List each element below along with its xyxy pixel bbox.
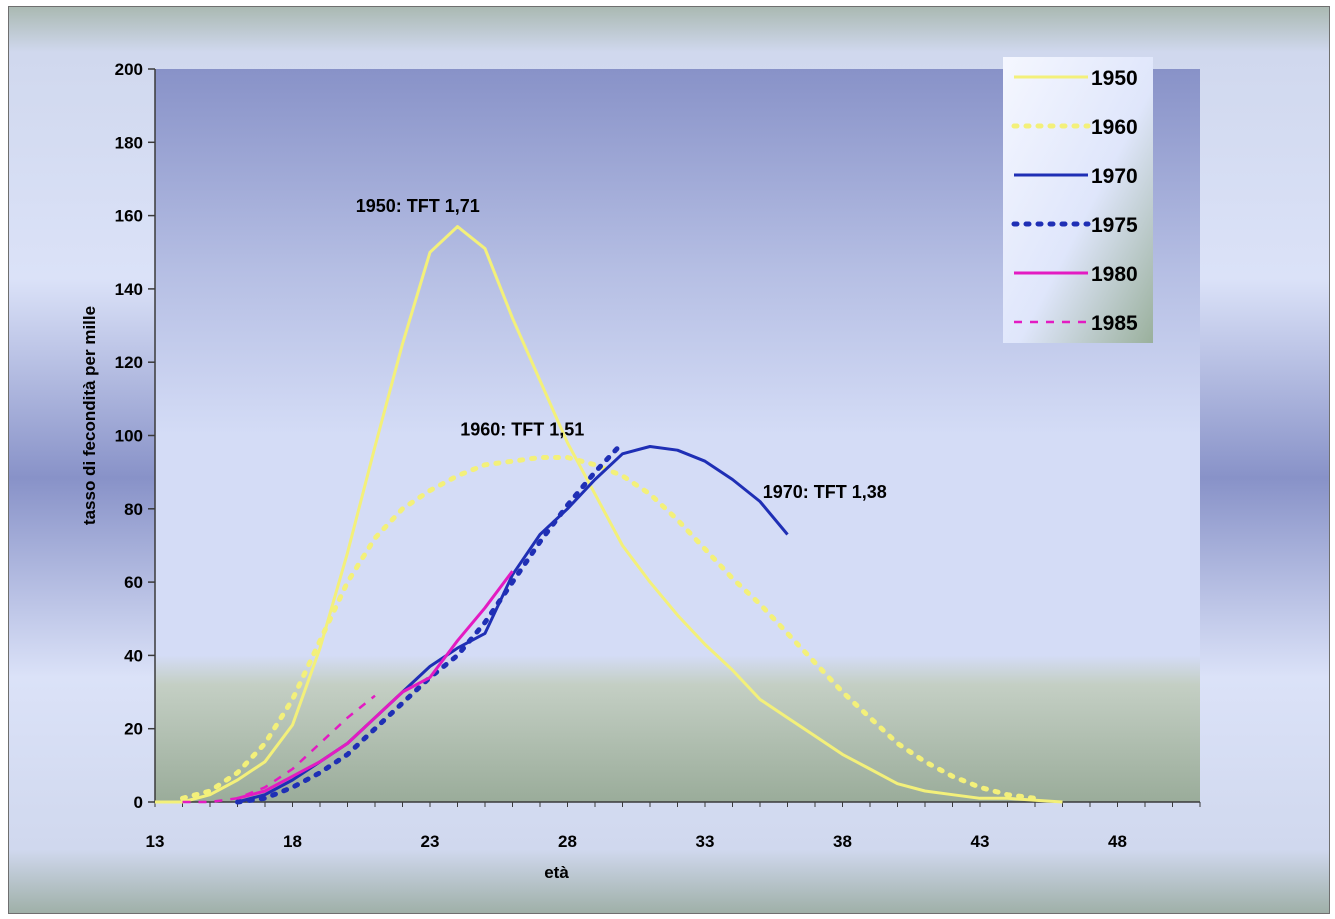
legend: 1950 1960 1970 1975 1980 1985 bbox=[1003, 57, 1153, 343]
y-tick-label: 0 bbox=[134, 793, 143, 812]
series-line-1960 bbox=[180, 455, 1038, 801]
annotations: 1950: TFT 1,71 1960: TFT 1,51 1970: TFT 1,… bbox=[356, 196, 887, 502]
x-tick-label: 23 bbox=[421, 832, 440, 851]
y-tick-label: 40 bbox=[124, 646, 143, 665]
y-axis-title: tasso di fecondità per mille bbox=[80, 306, 99, 525]
x-tick-label: 43 bbox=[971, 832, 990, 851]
x-axis-title: età bbox=[544, 863, 569, 882]
legend-label: 1970 bbox=[1091, 165, 1138, 188]
y-tick-label: 140 bbox=[115, 280, 143, 299]
y-tick-label: 200 bbox=[115, 60, 143, 79]
annotation-label: 1950: TFT 1,71 bbox=[356, 196, 480, 216]
annotation-label: 1960: TFT 1,51 bbox=[460, 420, 584, 440]
y-tick-label: 100 bbox=[115, 427, 143, 446]
legend-label: 1975 bbox=[1091, 214, 1138, 237]
y-tick-label: 160 bbox=[115, 207, 143, 226]
series-line-1985 bbox=[182, 694, 376, 804]
x-tick-label: 18 bbox=[283, 832, 302, 851]
legend-label: 1985 bbox=[1091, 312, 1138, 335]
legend-label: 1950 bbox=[1091, 67, 1138, 90]
legend-box bbox=[1003, 57, 1153, 343]
y-tick-label: 180 bbox=[115, 133, 143, 152]
x-tick-label: 33 bbox=[696, 832, 715, 851]
y-tick-label: 80 bbox=[124, 500, 143, 519]
legend-label: 1980 bbox=[1091, 263, 1138, 286]
x-tick-label: 13 bbox=[146, 832, 165, 851]
y-tick-label: 60 bbox=[124, 573, 143, 592]
chart-frame bbox=[8, 6, 1330, 914]
x-tick-label: 28 bbox=[558, 832, 577, 851]
x-tick-label: 48 bbox=[1108, 832, 1127, 851]
annotation-label: 1970: TFT 1,38 bbox=[763, 482, 887, 502]
series-line-1980 bbox=[237, 570, 514, 800]
y-tick-label: 20 bbox=[124, 720, 143, 739]
legend-label: 1960 bbox=[1091, 116, 1138, 139]
x-tick-label: 38 bbox=[833, 832, 852, 851]
series-line-1950 bbox=[155, 225, 1063, 804]
axes: 0 20 40 60 80 100 120 140 160 180 200 13 18 23 28 33 38 4… bbox=[80, 60, 1201, 882]
series-layer bbox=[155, 225, 1063, 805]
y-tick-label: 120 bbox=[115, 353, 143, 372]
